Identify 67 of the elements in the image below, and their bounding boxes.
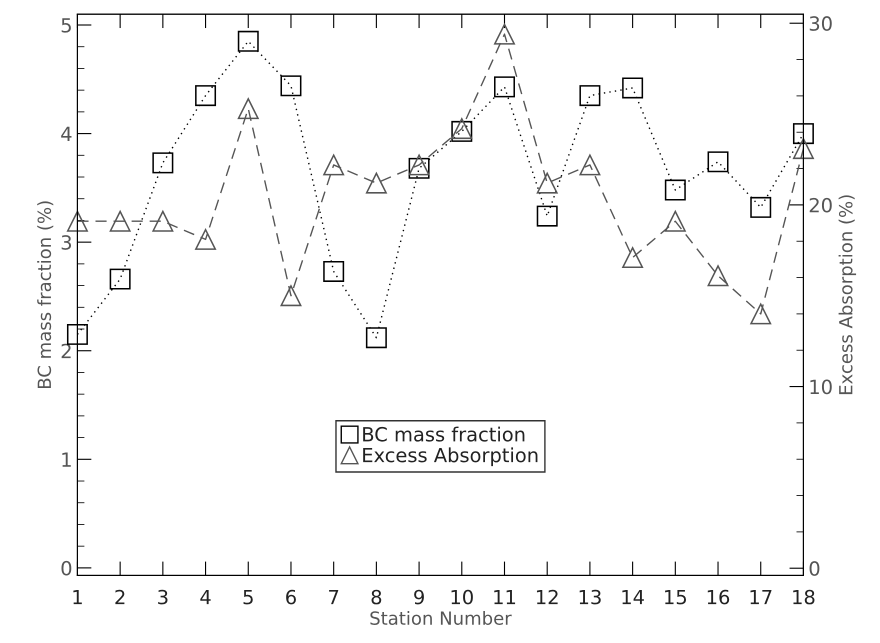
point xyxy=(110,268,131,290)
y-tick-label: 2 xyxy=(62,344,71,358)
point xyxy=(66,324,88,345)
point xyxy=(323,154,344,176)
point xyxy=(792,138,814,160)
point xyxy=(366,172,387,194)
y2-tick-label: 10 xyxy=(810,380,832,394)
x-tick-label: 5 xyxy=(244,590,253,604)
x-tick-label: 8 xyxy=(372,590,382,604)
x-tick-label: 4 xyxy=(200,590,211,604)
point xyxy=(750,303,772,324)
x-tick-label: 14 xyxy=(622,590,644,604)
point xyxy=(579,154,600,176)
point xyxy=(366,327,387,348)
x-tick-label: 6 xyxy=(286,590,296,604)
point xyxy=(280,75,302,96)
x-tick-label: 2 xyxy=(115,590,124,604)
point xyxy=(152,210,174,232)
y2-tick-label: 20 xyxy=(810,198,832,213)
x-tick-label: 1 xyxy=(73,590,82,604)
point xyxy=(408,158,430,179)
x-tick-label: 12 xyxy=(536,590,558,604)
point xyxy=(238,30,259,52)
x-tick-label: 11 xyxy=(494,590,516,604)
point xyxy=(110,210,131,232)
y2-tick-label: 0 xyxy=(810,561,820,576)
y-tick-label: 3 xyxy=(62,235,72,250)
x-tick-label: 9 xyxy=(414,590,424,604)
point xyxy=(664,210,686,232)
x-tick-label: 18 xyxy=(793,590,814,604)
point xyxy=(664,180,686,201)
x-axis-title: Station Number xyxy=(370,610,512,625)
point xyxy=(494,24,515,45)
x-tick-label: 3 xyxy=(158,590,168,604)
point xyxy=(280,285,302,306)
y2-axis-title: Excess Absorption (%) xyxy=(838,195,856,394)
y-tick-label: 0 xyxy=(61,560,72,576)
point xyxy=(195,85,216,106)
x-tick-label: 15 xyxy=(665,590,686,604)
point xyxy=(792,123,814,144)
point xyxy=(708,151,729,172)
legend-label: Excess Absorption xyxy=(363,447,538,466)
y-tick-label: 1 xyxy=(62,452,71,467)
x-tick-label: 13 xyxy=(580,590,601,604)
point xyxy=(536,206,558,227)
point xyxy=(536,172,558,194)
x-tick-label: 7 xyxy=(329,590,338,604)
point xyxy=(66,210,88,232)
y2-tick-label: 30 xyxy=(810,16,832,31)
point xyxy=(622,77,644,98)
point xyxy=(494,76,515,98)
x-tick-label: 10 xyxy=(452,590,473,604)
point xyxy=(152,152,174,174)
y-tick-label: 4 xyxy=(61,126,72,141)
point xyxy=(750,196,772,218)
point xyxy=(579,85,600,106)
legend-label: BC mass fraction xyxy=(363,426,524,442)
point xyxy=(622,247,644,268)
point xyxy=(238,98,259,120)
point xyxy=(408,154,430,176)
point xyxy=(195,228,216,250)
y-axis-title: BC mass fraction (%) xyxy=(37,201,54,388)
x-tick-label: 16 xyxy=(708,590,730,604)
x-tick-label: 17 xyxy=(750,590,772,604)
point xyxy=(708,265,729,286)
y-tick-label: 5 xyxy=(62,18,71,33)
point xyxy=(323,260,344,282)
